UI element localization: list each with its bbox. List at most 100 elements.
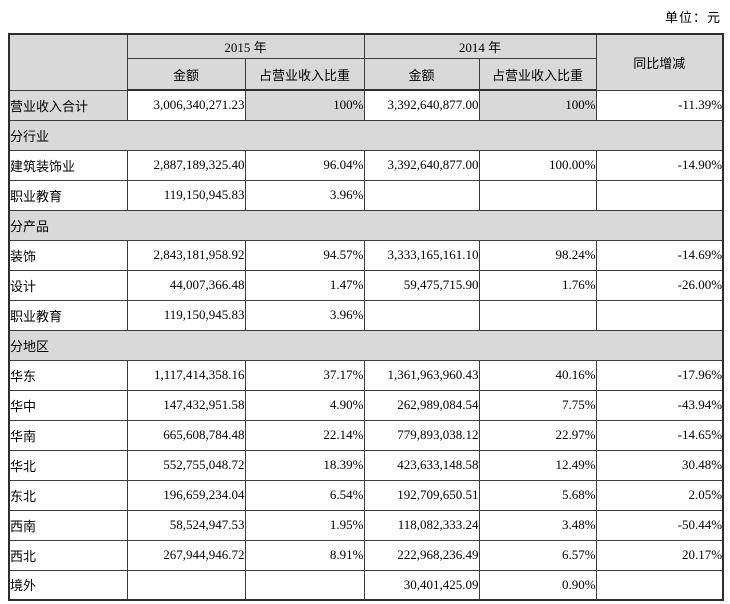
cell-row-label: 华南 xyxy=(8,419,128,451)
cell-ratio-2014: 100.00% xyxy=(478,149,597,181)
header-year-2015: 2015 年 xyxy=(126,33,365,59)
cell-row-label: 东北 xyxy=(8,479,128,511)
cell-amount-2014 xyxy=(363,179,480,211)
header-corner-cell xyxy=(8,33,128,91)
cell-yoy: -14.69% xyxy=(595,239,724,271)
cell-amount-2014: 3,333,165,161.10 xyxy=(363,239,480,271)
table-row: 东北 196,659,234.04 6.54% 192,709,650.51 5.68%… xyxy=(8,479,724,511)
cell-ratio-2015: 37.17% xyxy=(244,359,365,391)
cell-ratio-2015: 94.57% xyxy=(244,239,365,271)
cell-yoy xyxy=(595,569,724,601)
cell-yoy xyxy=(595,179,724,211)
cell-amount-2014: 1,361,963,960.43 xyxy=(363,359,480,391)
cell-amount-2014 xyxy=(363,299,480,331)
cell-row-label: 营业收入合计 xyxy=(8,89,128,121)
header-year-row: 2015 年 2014 年 同比增减 xyxy=(8,33,724,91)
cell-ratio-2014: 1.76% xyxy=(478,269,597,301)
cell-amount-2014: 423,633,148.58 xyxy=(363,449,480,481)
cell-amount-2014: 262,989,084.54 xyxy=(363,389,480,421)
cell-ratio-2014: 12.49% xyxy=(478,449,597,481)
table-row: 西北 267,944,946.72 8.91% 222,968,236.49 6.57%… xyxy=(8,539,724,571)
cell-ratio-2014: 5.68% xyxy=(478,479,597,511)
cell-ratio-2015: 1.47% xyxy=(244,269,365,301)
cell-amount-2015: 1,117,414,358.16 xyxy=(126,359,246,391)
cell-ratio-2015: 96.04% xyxy=(244,149,365,181)
cell-yoy xyxy=(595,299,724,331)
cell-row-label: 职业教育 xyxy=(8,179,128,211)
table-row: 建筑装饰业 2,887,189,325.40 96.04% 3,392,640,877… xyxy=(8,149,724,181)
header-year-2014: 2014 年 xyxy=(363,33,597,59)
section-label-cell: 分行业 xyxy=(8,119,724,151)
table-row: 职业教育 119,150,945.83 3.96% xyxy=(8,299,724,331)
cell-ratio-2014: 100% xyxy=(478,89,597,121)
table-row: 境外 30,401,425.09 0.90% xyxy=(8,569,724,601)
cell-ratio-2014: 98.24% xyxy=(478,239,597,271)
cell-amount-2014: 222,968,236.49 xyxy=(363,539,480,571)
header-amount-2015: 金额 xyxy=(126,58,246,91)
table-row: 华北 552,755,048.72 18.39% 423,633,148.58 12.4… xyxy=(8,449,724,481)
cell-ratio-2014: 0.90% xyxy=(478,569,597,601)
header-ratio-2015: 占营业收入比重 xyxy=(244,58,365,91)
cell-yoy: -50.44% xyxy=(595,509,724,541)
cell-ratio-2015: 4.90% xyxy=(244,389,365,421)
cell-amount-2014: 192,709,650.51 xyxy=(363,479,480,511)
cell-row-label: 西南 xyxy=(8,509,128,541)
cell-row-label: 职业教育 xyxy=(8,299,128,331)
cell-ratio-2015: 6.54% xyxy=(244,479,365,511)
cell-amount-2015: 196,659,234.04 xyxy=(126,479,246,511)
cell-amount-2015: 2,843,181,958.92 xyxy=(126,239,246,271)
section-row: 分行业 xyxy=(8,119,724,151)
cell-amount-2015: 665,608,784.48 xyxy=(126,419,246,451)
cell-ratio-2014 xyxy=(478,179,597,211)
cell-ratio-2014 xyxy=(478,299,597,331)
cell-ratio-2015: 3.96% xyxy=(244,179,365,211)
cell-amount-2014: 118,082,333.24 xyxy=(363,509,480,541)
cell-ratio-2015: 22.14% xyxy=(244,419,365,451)
cell-row-label: 装饰 xyxy=(8,239,128,271)
cell-amount-2015: 3,006,340,271.23 xyxy=(126,89,246,121)
cell-amount-2015 xyxy=(126,569,246,601)
table-body: 营业收入合计 3,006,340,271.23 100% 3,392,640,877.… xyxy=(8,89,724,601)
section-row: 分地区 xyxy=(8,329,724,361)
cell-amount-2015: 267,944,946.72 xyxy=(126,539,246,571)
cell-yoy: -14.65% xyxy=(595,419,724,451)
cell-row-label: 西北 xyxy=(8,539,128,571)
cell-ratio-2014: 22.97% xyxy=(478,419,597,451)
cell-yoy: 2.05% xyxy=(595,479,724,511)
cell-row-label: 华北 xyxy=(8,449,128,481)
cell-ratio-2014: 7.75% xyxy=(478,389,597,421)
cell-amount-2015: 2,887,189,325.40 xyxy=(126,149,246,181)
table-row: 西南 58,524,947.53 1.95% 118,082,333.24 3.48% -… xyxy=(8,509,724,541)
cell-yoy: 30.48% xyxy=(595,449,724,481)
cell-amount-2015: 44,007,366.48 xyxy=(126,269,246,301)
table-header: 2015 年 2014 年 同比增减 金额 占营业收入比重 金额 占营业收入比重 xyxy=(8,33,724,91)
cell-ratio-2015: 3.96% xyxy=(244,299,365,331)
cell-amount-2014: 30,401,425.09 xyxy=(363,569,480,601)
cell-yoy: -14.90% xyxy=(595,149,724,181)
cell-yoy: -26.00% xyxy=(595,269,724,301)
cell-row-label: 华东 xyxy=(8,359,128,391)
cell-yoy: 20.17% xyxy=(595,539,724,571)
cell-ratio-2015 xyxy=(244,569,365,601)
cell-yoy: -11.39% xyxy=(595,89,724,121)
header-yoy: 同比增减 xyxy=(595,33,724,91)
section-row: 分产品 xyxy=(8,209,724,241)
cell-ratio-2014: 6.57% xyxy=(478,539,597,571)
cell-ratio-2015: 1.95% xyxy=(244,509,365,541)
cell-ratio-2015: 18.39% xyxy=(244,449,365,481)
table-row: 华中 147,432,951.58 4.90% 262,989,084.54 7.75%… xyxy=(8,389,724,421)
cell-ratio-2014: 3.48% xyxy=(478,509,597,541)
table-row: 职业教育 119,150,945.83 3.96% xyxy=(8,179,724,211)
cell-ratio-2015: 8.91% xyxy=(244,539,365,571)
cell-amount-2015: 147,432,951.58 xyxy=(126,389,246,421)
cell-amount-2014: 59,475,715.90 xyxy=(363,269,480,301)
header-amount-2014: 金额 xyxy=(363,58,480,91)
cell-ratio-2015: 100% xyxy=(244,89,365,121)
section-label-cell: 分产品 xyxy=(8,209,724,241)
unit-label: 单位：元 xyxy=(664,10,721,25)
cell-amount-2014: 779,893,038.12 xyxy=(363,419,480,451)
cell-row-label: 华中 xyxy=(8,389,128,421)
section-label-cell: 分地区 xyxy=(8,329,724,361)
table-row: 华东 1,117,414,358.16 37.17% 1,361,963,960.43… xyxy=(8,359,724,391)
